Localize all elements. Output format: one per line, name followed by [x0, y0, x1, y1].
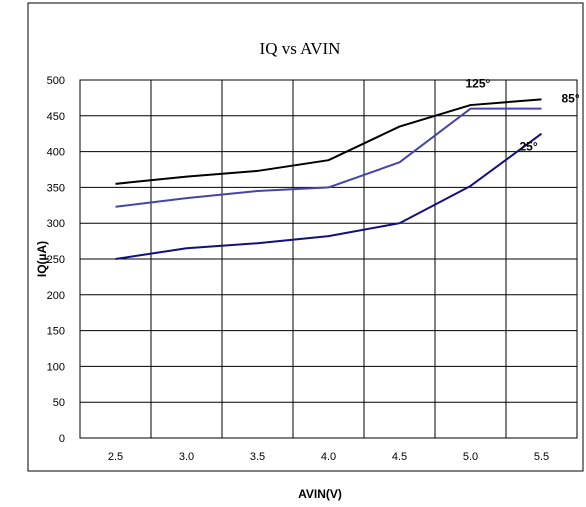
- y-tick-label: 0: [59, 433, 65, 445]
- x-axis-label: AVIN(V): [298, 487, 342, 501]
- y-axis-label: IQ(µA): [35, 241, 49, 277]
- x-tick-label: 5.5: [534, 451, 549, 463]
- series-label-1: 85°: [562, 92, 580, 106]
- series-label-0: 125°: [466, 76, 491, 90]
- series-lines: [115, 98, 543, 260]
- series-line-1: [115, 107, 542, 208]
- y-tick-label: 250: [47, 254, 65, 266]
- series-line-0: [115, 98, 542, 185]
- y-tick-label: 50: [53, 397, 65, 409]
- series-label-2: 25°: [520, 140, 538, 154]
- y-tick-label: 200: [47, 290, 65, 302]
- x-tick-label: 5.0: [463, 451, 478, 463]
- x-tick-label: 3.5: [250, 451, 265, 463]
- plot-area: [79, 79, 578, 439]
- y-tick-label: 300: [47, 218, 65, 230]
- chart-frame: [27, 2, 584, 472]
- series-line-2: [115, 132, 543, 260]
- x-tick-labels: 2.5 3.0 3.5 4.0 4.5 5.0 5.5: [108, 451, 549, 463]
- y-tick-label: 400: [47, 147, 65, 159]
- chart-title: IQ vs AVIN: [260, 39, 341, 58]
- x-tick-label: 2.5: [108, 451, 123, 463]
- y-tick-label: 150: [47, 326, 65, 338]
- y-tick-label: 100: [47, 361, 65, 373]
- x-tick-label: 4.0: [321, 451, 336, 463]
- x-tick-label: 3.0: [179, 451, 194, 463]
- y-tick-labels: 0 50 100 150 200 250 300 350 400 450 500: [47, 75, 65, 445]
- y-tick-label: 450: [47, 111, 65, 123]
- y-tick-label: 500: [47, 75, 65, 87]
- x-tick-label: 4.5: [392, 451, 407, 463]
- series-labels: 125° 85° 25°: [466, 76, 580, 153]
- y-tick-label: 350: [47, 182, 65, 194]
